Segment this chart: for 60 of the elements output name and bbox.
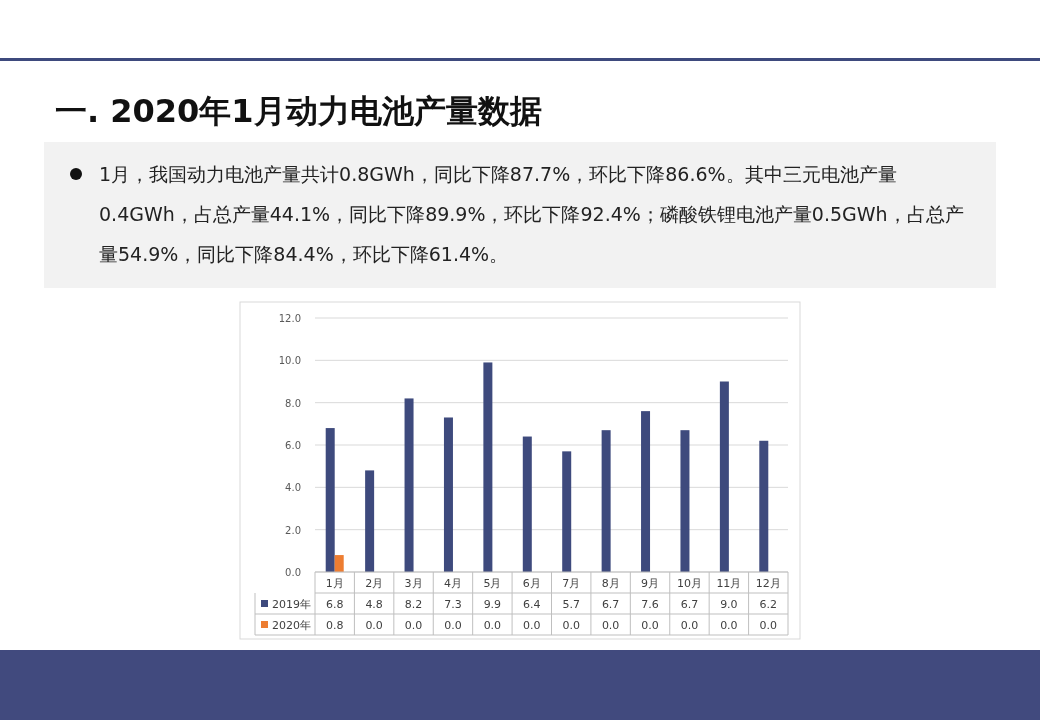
data-label: 0.0 (365, 619, 383, 632)
data-label: 7.6 (641, 598, 659, 611)
bar (680, 430, 690, 572)
bar (334, 555, 344, 572)
y-tick-label: 2.0 (285, 524, 301, 536)
data-label: 0.0 (641, 619, 659, 632)
data-label: 6.2 (759, 598, 778, 611)
x-tick-label: 4月 (443, 577, 462, 590)
legend-label: 2019年 (272, 598, 311, 611)
x-tick-label: 8月 (601, 577, 620, 590)
data-label: 8.2 (404, 598, 423, 611)
bar (641, 411, 651, 572)
y-tick-label: 0.0 (285, 567, 301, 578)
x-tick-label: 7月 (562, 577, 581, 590)
x-tick-label: 10月 (676, 577, 702, 590)
bar (522, 436, 532, 572)
y-tick-label: 10.0 (278, 355, 301, 367)
bar (759, 440, 769, 572)
data-label: 0.0 (720, 619, 738, 632)
data-label: 6.4 (523, 598, 541, 611)
x-tick-label: 12月 (755, 577, 781, 590)
chart-title: 一. 2020年1月动力电池产量数据 (55, 91, 542, 132)
data-label: 6.7 (680, 598, 699, 611)
data-label: 0.0 (444, 619, 462, 632)
bar (483, 362, 493, 572)
bar (365, 470, 375, 572)
legend-label: 2020年 (272, 619, 311, 632)
data-label: 4.8 (365, 598, 383, 611)
bar (404, 398, 414, 572)
bar (325, 428, 335, 572)
bar (719, 381, 729, 572)
x-tick-label: 2月 (365, 577, 384, 590)
x-tick-label: 11月 (716, 577, 742, 590)
x-tick-label: 1月 (325, 577, 344, 590)
text: 1月，我国动力电池产量共计0.8GWh，同比下降87.7%，环比下降86.6%。其中三元电池产量0.4GWh，占总产量44.1%，同比下降89.9%，环比下降92.4%；磷酸铁锂电池产量0.5GWh，占总产量54.9%，同比下降84.4%，环比下降61.4%。 (44, 142, 996, 288)
x-tick-label: 9月 (641, 577, 660, 590)
bar (443, 417, 453, 572)
data-label: 0.0 (523, 619, 541, 632)
data-label: 0.0 (483, 619, 502, 632)
x-tick-label: 3月 (404, 577, 423, 590)
y-tick-label: 12.0 (278, 313, 301, 324)
data-label: 9.9 (483, 598, 502, 611)
data-label: 6.7 (601, 598, 620, 611)
data-label: 0.0 (404, 619, 423, 632)
data-label: 6.8 (325, 598, 344, 611)
data-label: 0.0 (562, 619, 580, 632)
y-tick-label: 8.0 (285, 397, 301, 409)
data-label: 9.0 (720, 598, 738, 611)
x-tick-label: 5月 (483, 577, 502, 590)
data-label: 5.7 (562, 598, 580, 611)
data-label: 7.3 (444, 598, 462, 611)
y-tick-label: 6.0 (285, 440, 301, 451)
bar (562, 451, 572, 572)
data-label: 0.8 (325, 619, 344, 632)
x-tick-label: 6月 (522, 577, 541, 590)
y-tick-label: 4.0 (285, 482, 301, 494)
data-label: 0.0 (601, 619, 620, 632)
data-label: 0.0 (759, 619, 778, 632)
bar (601, 430, 611, 572)
data-label: 0.0 (680, 619, 699, 632)
